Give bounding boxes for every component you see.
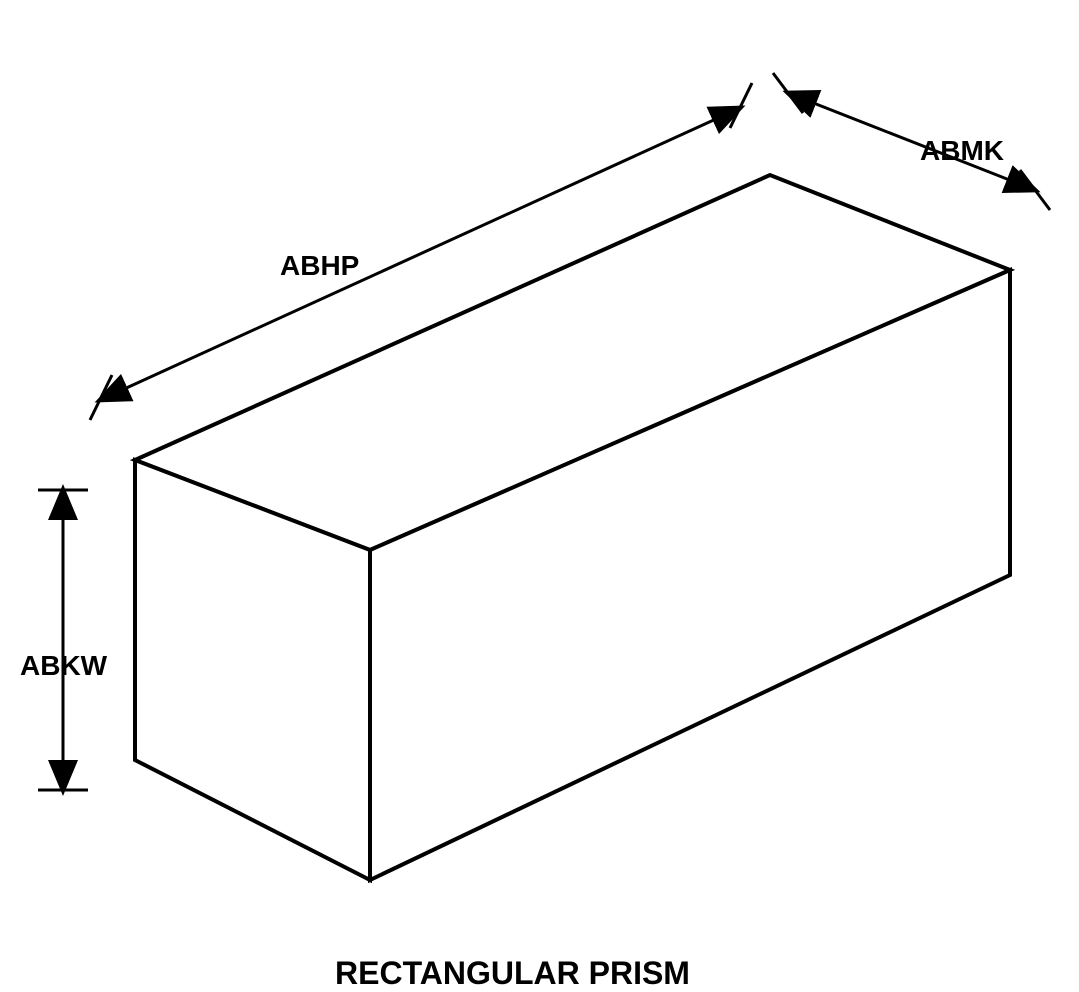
width-ext-1 bbox=[773, 73, 803, 113]
width-ext-2 bbox=[1020, 170, 1050, 210]
diagram-title: RECTANGULAR PRISM bbox=[335, 955, 690, 992]
prism-diagram bbox=[0, 0, 1079, 980]
length-label: ABHP bbox=[280, 250, 359, 282]
length-ext-2 bbox=[730, 83, 752, 128]
height-label: ABKW bbox=[20, 650, 107, 682]
width-label: ABMK bbox=[920, 135, 1004, 167]
